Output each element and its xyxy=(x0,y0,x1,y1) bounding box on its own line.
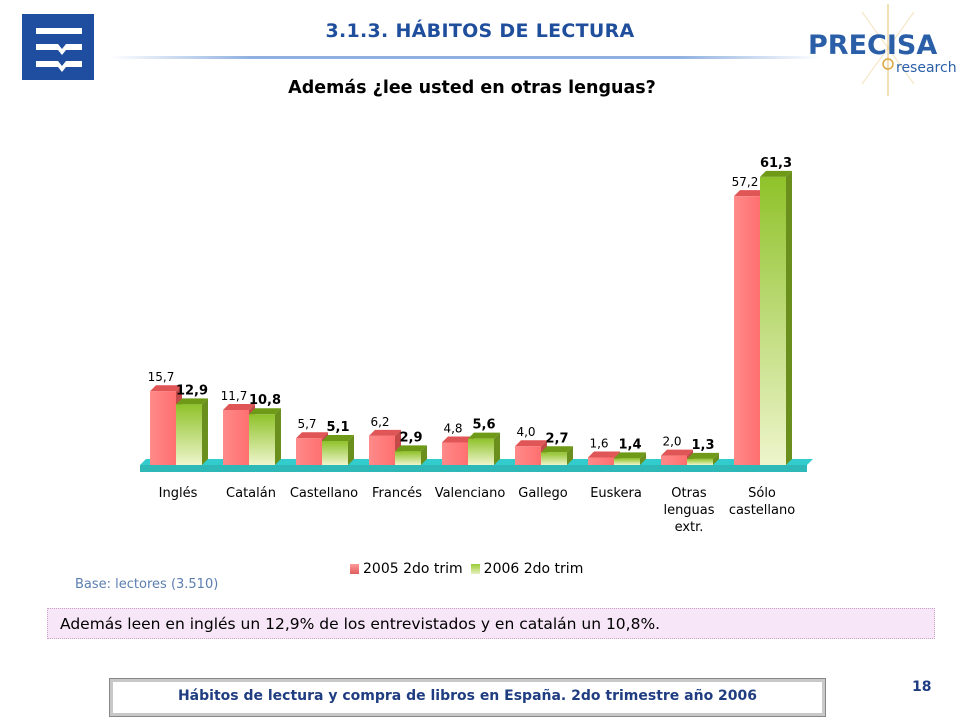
data-label: 2,0 xyxy=(662,435,681,449)
bar-2005 xyxy=(588,457,614,465)
data-label: 4,0 xyxy=(516,425,535,439)
bar-2005 xyxy=(442,442,468,465)
legend-swatch-2006 xyxy=(470,564,480,574)
bar-top xyxy=(223,404,255,411)
bar-2005 xyxy=(515,446,541,465)
data-label: 11,7 xyxy=(221,389,248,403)
bar-top xyxy=(150,385,182,392)
bar-top xyxy=(687,452,719,459)
bar-top xyxy=(249,408,281,415)
bar-side xyxy=(640,452,646,465)
footer-box: Hábitos de lectura y compra de libros en… xyxy=(109,678,826,717)
bar-2006 xyxy=(614,458,640,465)
data-label: 57,2 xyxy=(732,175,759,189)
bar-2005 xyxy=(369,435,395,465)
data-label: 5,6 xyxy=(472,418,495,433)
category-label: Castellano xyxy=(290,486,358,501)
bar-2006 xyxy=(395,451,421,465)
bar-top xyxy=(468,432,500,439)
bar-top xyxy=(734,190,766,197)
bar-top xyxy=(515,440,547,447)
bar-2005 xyxy=(150,391,176,465)
data-label: 1,4 xyxy=(618,437,641,452)
question-title: Además ¿lee usted en otras lenguas? xyxy=(288,78,656,98)
data-label: 1,3 xyxy=(691,438,714,453)
bar-top xyxy=(296,432,328,439)
data-label: 61,3 xyxy=(760,156,792,171)
section-title: 3.1.3. HÁBITOS DE LECTURA xyxy=(325,20,635,42)
bar-side xyxy=(421,445,427,465)
category-label: castellano xyxy=(729,503,795,518)
data-label: 12,9 xyxy=(176,383,208,398)
data-label: 15,7 xyxy=(148,370,175,384)
bar-top xyxy=(588,451,620,458)
bar-top xyxy=(176,398,208,405)
legend-label-2006: 2006 2do trim xyxy=(483,561,584,577)
base-note: Base: lectores (3.510) xyxy=(75,577,219,592)
category-label: Catalán xyxy=(226,486,276,501)
bar-2005 xyxy=(661,455,687,465)
title-divider xyxy=(110,56,820,59)
chart-floor-edge xyxy=(140,465,807,472)
category-label: Valenciano xyxy=(435,486,506,501)
page-number: 18 xyxy=(912,679,932,695)
bar-side xyxy=(275,408,281,465)
bar-2005 xyxy=(296,438,322,465)
category-label: lenguas xyxy=(663,503,714,518)
data-label: 2,7 xyxy=(545,431,568,446)
bar-top xyxy=(661,449,693,456)
category-label: Gallego xyxy=(518,486,568,501)
bar-top xyxy=(322,435,354,442)
brand-subtitle: research xyxy=(896,60,957,76)
bar-chart: 15,712,9 Inglés 11,7 10,8 Catalán 5,7 5,1 Caste… xyxy=(140,156,813,535)
bar-2005 xyxy=(734,196,760,465)
bar-top xyxy=(442,436,474,443)
data-label: 10,8 xyxy=(249,393,281,408)
category-label: Sólo xyxy=(748,486,776,501)
bar-2006 xyxy=(541,452,567,465)
bar-side xyxy=(494,432,500,465)
chart-legend: 2005 2do trim 2006 2do trim xyxy=(350,559,591,579)
bar-2006 xyxy=(760,176,786,465)
summary-box: Además leen en inglés un 12,9% de los en… xyxy=(47,608,935,639)
bar-side xyxy=(567,446,573,465)
bar-side xyxy=(202,398,208,465)
bar-top xyxy=(614,452,646,459)
bar-2006 xyxy=(468,438,494,465)
data-label: 4,8 xyxy=(443,421,462,435)
footer-text: Hábitos de lectura y compra de libros en… xyxy=(177,688,758,704)
bar-2006 xyxy=(176,404,202,465)
legend-label-2005: 2005 2do trim xyxy=(363,561,463,577)
bar-top xyxy=(395,445,427,452)
bar-side xyxy=(786,170,792,465)
category-label: extr. xyxy=(675,520,704,535)
data-label: 5,1 xyxy=(326,420,349,435)
bar-2006 xyxy=(249,414,275,465)
bar-top xyxy=(541,446,573,453)
bar-2006 xyxy=(322,441,348,465)
legend-swatch-2005 xyxy=(350,564,359,574)
institution-logo xyxy=(22,14,94,80)
data-label: 6,2 xyxy=(370,415,389,429)
bar-side xyxy=(713,452,719,465)
bar-top xyxy=(369,429,401,436)
summary-text: Además leen en inglés un 12,9% de los en… xyxy=(60,615,661,633)
category-label: Otras xyxy=(671,486,707,501)
legend-item-2005: 2005 2do trim xyxy=(350,561,463,577)
data-label: 1,6 xyxy=(589,436,608,450)
bar-top xyxy=(760,170,792,177)
bar-2005 xyxy=(223,410,249,465)
precisa-logo: PRECISA research xyxy=(782,4,960,96)
data-label: 5,7 xyxy=(297,417,316,431)
category-label: Inglés xyxy=(159,486,198,501)
bar-side xyxy=(348,435,354,465)
category-label: Euskera xyxy=(590,486,642,501)
data-label: 2,9 xyxy=(399,430,422,445)
brand-name: PRECISA xyxy=(808,30,937,61)
bar-2006 xyxy=(687,458,713,465)
legend-item-2006: 2006 2do trim xyxy=(470,561,584,577)
category-label: Francés xyxy=(372,486,422,501)
